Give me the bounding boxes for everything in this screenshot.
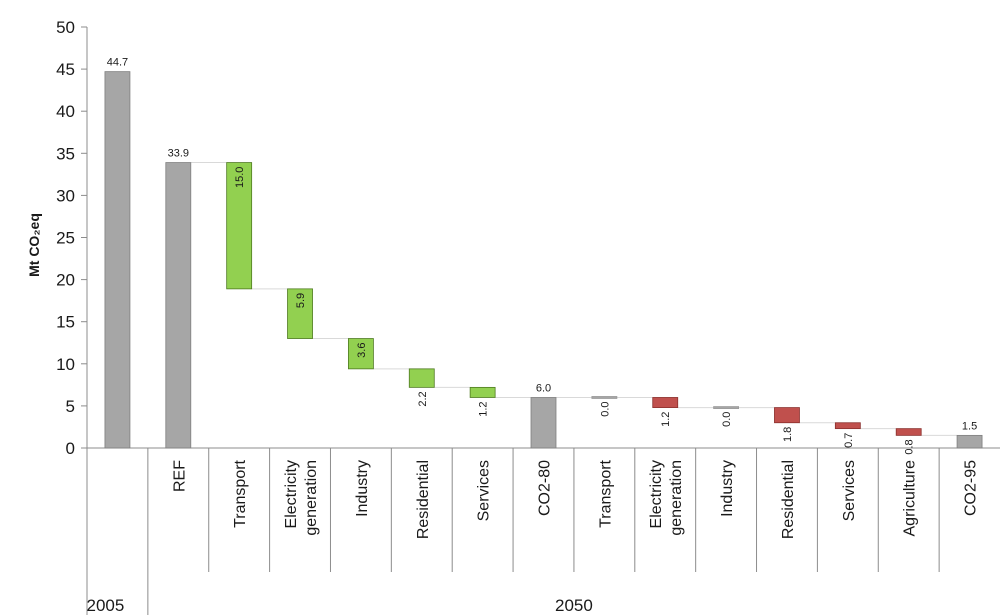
- category-label: REF: [171, 460, 188, 492]
- y-tick-label: 45: [56, 60, 75, 79]
- category-label: generation: [303, 460, 320, 536]
- y-tick-label: 15: [56, 313, 75, 332]
- y-axis-title: Mt CO₂eq: [26, 213, 42, 277]
- bar-increase: [834, 422, 861, 430]
- bar-reduction: [469, 386, 496, 398]
- data-label: 1.2: [478, 401, 490, 416]
- y-tick-label: 0: [66, 439, 75, 458]
- category-label: Electricity: [648, 460, 665, 528]
- category-label: Services: [476, 460, 493, 521]
- bar-increase: [652, 397, 679, 408]
- data-label: 2.2: [417, 391, 429, 406]
- category-label: generation: [668, 460, 685, 536]
- bar-increase: [895, 428, 922, 436]
- category-label: Transport: [232, 459, 249, 527]
- category-label: Residential: [415, 460, 432, 539]
- group-label: 2005: [87, 596, 125, 615]
- bar-reduction: [713, 406, 739, 409]
- y-tick-label: 40: [56, 102, 75, 121]
- bar-reduction: [408, 368, 435, 388]
- category-label: Electricity: [283, 460, 300, 528]
- bar-increase: [774, 407, 800, 424]
- y-tick-label: 10: [56, 355, 75, 374]
- bar-total: [165, 162, 192, 449]
- data-label: 1.2: [660, 412, 672, 427]
- data-label: 0.0: [599, 401, 611, 416]
- y-tick-label: 5: [66, 397, 75, 416]
- bar-reduction: [347, 338, 374, 370]
- data-label: 33.9: [168, 148, 189, 160]
- bar-reduction: [226, 162, 253, 290]
- data-label: 44.7: [107, 57, 128, 69]
- bar-reduction: [591, 396, 618, 399]
- category-label: CO2-80: [537, 460, 554, 516]
- y-tick-label: 30: [56, 186, 75, 205]
- bar-total: [956, 434, 983, 449]
- data-label: 0.8: [904, 439, 916, 454]
- y-tick-label: 20: [56, 271, 75, 290]
- data-label: 3.6: [356, 343, 368, 358]
- category-label: Residential: [780, 460, 797, 539]
- group-label: 2050: [555, 596, 593, 615]
- bar-total: [104, 71, 131, 449]
- category-label: Agriculture: [902, 460, 919, 537]
- bar-reduction: [287, 288, 313, 339]
- category-label: Services: [841, 460, 858, 521]
- category-label: Industry: [354, 460, 371, 517]
- y-tick-label: 35: [56, 144, 75, 163]
- category-label: Industry: [719, 460, 736, 517]
- data-label: 0.0: [721, 412, 733, 427]
- data-label: 1.5: [962, 420, 977, 432]
- data-label: 5.9: [295, 293, 307, 308]
- data-label: 1.8: [782, 427, 794, 442]
- data-label: 6.0: [536, 382, 551, 394]
- y-tick-label: 25: [56, 229, 75, 248]
- category-label: CO2-95: [963, 460, 980, 516]
- data-label: 0.7: [843, 433, 855, 448]
- bar-total: [530, 397, 557, 449]
- data-label: 15.0: [234, 167, 246, 188]
- y-tick-label: 50: [56, 18, 75, 37]
- category-label: Transport: [597, 459, 614, 527]
